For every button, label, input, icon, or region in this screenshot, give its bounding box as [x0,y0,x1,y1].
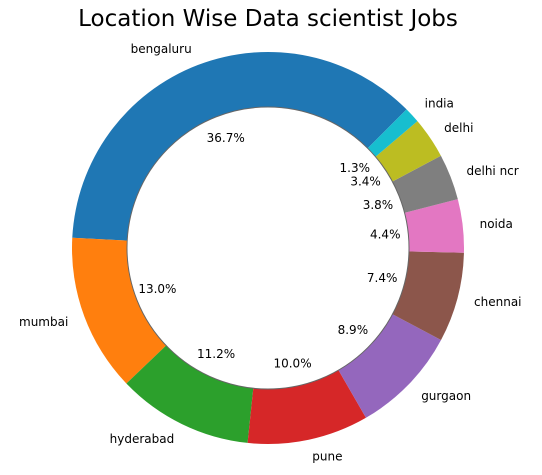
slice-label-delhi-ncr: delhi ncr [466,164,518,178]
slice-percent-noida: 4.4% [370,228,401,242]
slice-label-india: india [425,97,454,111]
donut-hole [127,107,409,389]
slice-label-bengaluru: bengaluru [131,42,192,56]
slice-percent-bengaluru: 36.7% [207,131,245,145]
slice-labels: bengaluru mumbai hyderabad pune gurgaon chenn… [19,42,521,463]
slice-percent-delhi-ncr: 3.8% [363,198,394,212]
slice-percent-gurgaon: 8.9% [338,323,369,337]
slice-label-gurgaon: gurgaon [421,389,471,403]
donut-inner-edge [126,106,410,390]
slice-label-delhi: delhi [444,121,473,135]
slice-percent-mumbai: 13.0% [138,282,176,296]
slice-label-noida: noida [480,217,513,231]
slice-label-pune: pune [312,449,342,463]
slice-percent-delhi: 3.4% [350,175,381,189]
slice-percent-pune: 10.0% [273,356,311,370]
slice-label-chennai: chennai [474,295,521,309]
slice-label-mumbai: mumbai [19,315,68,329]
chart-title: Location Wise Data scientist Jobs [78,6,458,32]
slice-percent-labels: 36.7% 13.0% 11.2% 10.0% 8.9% 7.4% 4.4% 3.8% 3.4%… [138,131,400,371]
slice-percent-india: 1.3% [340,161,371,175]
slice-percent-hyderabad: 11.2% [197,347,235,361]
slice-label-hyderabad: hyderabad [110,432,175,446]
slice-percent-chennai: 7.4% [367,271,398,285]
